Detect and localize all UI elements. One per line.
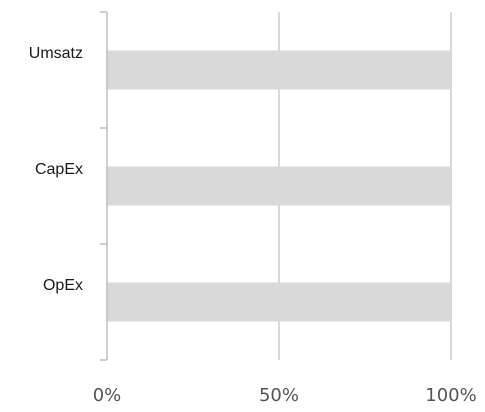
bar-umsatz <box>107 50 451 90</box>
x-tick-labels: 0% 50% 100% <box>93 385 477 406</box>
category-labels: Umsatz CapEx OpEx <box>29 45 83 294</box>
x-tick-label-2: 100% <box>425 385 476 406</box>
category-label-capex: CapEx <box>35 161 83 178</box>
x-tick-label-0: 0% <box>93 385 122 406</box>
bar-opex <box>107 282 451 322</box>
category-label-opex: OpEx <box>43 277 83 294</box>
y-axis <box>100 11 108 361</box>
category-label-umsatz: Umsatz <box>29 45 83 62</box>
x-tick-label-1: 50% <box>259 385 299 406</box>
bar-capex <box>107 166 451 206</box>
bars <box>107 50 451 322</box>
